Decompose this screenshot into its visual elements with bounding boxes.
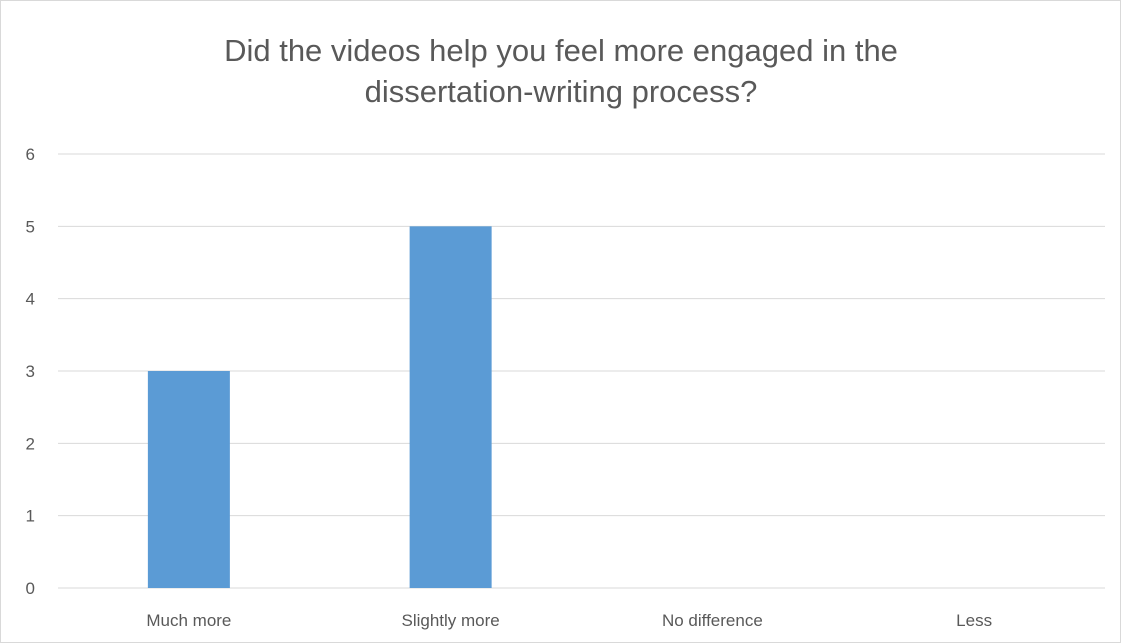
y-tick-label-0: 0 <box>26 579 35 598</box>
bar-much-more <box>147 371 230 588</box>
y-tick-label-2: 2 <box>26 434 35 453</box>
x-tick-label-no-difference: No difference <box>662 611 763 630</box>
x-tick-label-less: Less <box>956 611 992 630</box>
y-tick-label-5: 5 <box>26 217 35 236</box>
bar-slightly-more <box>409 226 492 589</box>
x-tick-label-much-more: Much more <box>146 611 231 630</box>
x-tick-label-slightly-more: Slightly more <box>401 611 499 630</box>
y-tick-label-3: 3 <box>26 362 35 381</box>
y-tick-label-4: 4 <box>26 290 35 309</box>
y-tick-label-1: 1 <box>26 507 35 526</box>
y-tick-label-6: 6 <box>26 145 35 164</box>
chart-title: Did the videos help you feel more engage… <box>224 33 898 109</box>
